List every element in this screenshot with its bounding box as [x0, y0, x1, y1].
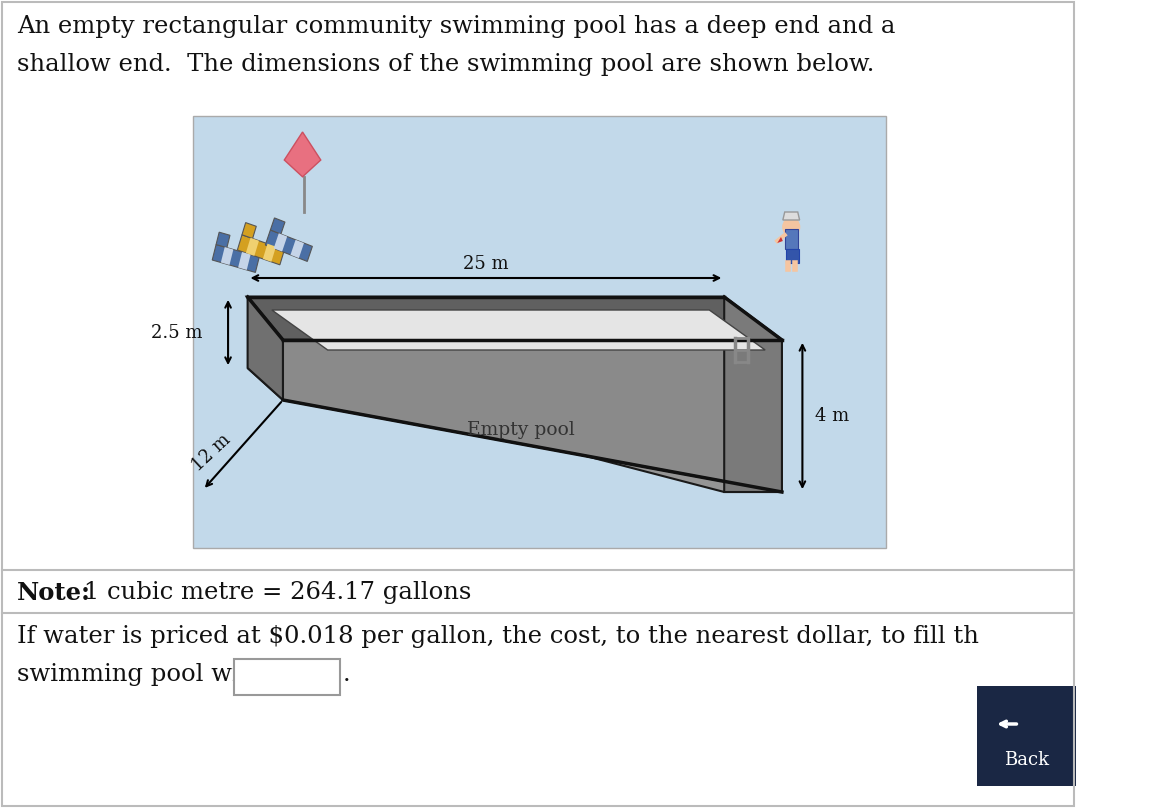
Polygon shape — [265, 230, 312, 262]
Polygon shape — [221, 247, 234, 265]
Polygon shape — [246, 238, 259, 256]
Text: 1 cubic metre = 264.17 gallons: 1 cubic metre = 264.17 gallons — [76, 581, 472, 604]
Polygon shape — [724, 297, 781, 492]
Text: 25 m: 25 m — [464, 255, 509, 273]
Text: An empty rectangular community swimming pool has a deep end and a: An empty rectangular community swimming … — [16, 15, 895, 38]
FancyBboxPatch shape — [785, 229, 798, 249]
Polygon shape — [272, 310, 765, 350]
Text: 4 m: 4 m — [815, 407, 849, 425]
Polygon shape — [247, 297, 283, 400]
FancyBboxPatch shape — [786, 249, 799, 263]
Polygon shape — [216, 232, 230, 247]
Polygon shape — [262, 244, 276, 262]
Text: If water is priced at $0.018 per gallon, the cost, to the nearest dollar, to fil: If water is priced at $0.018 per gallon,… — [16, 625, 979, 648]
Text: Empty pool: Empty pool — [467, 421, 576, 439]
Circle shape — [783, 218, 800, 236]
Text: shallow end.  The dimensions of the swimming pool are shown below.: shallow end. The dimensions of the swimm… — [16, 53, 874, 76]
Polygon shape — [247, 368, 781, 492]
Polygon shape — [274, 234, 287, 251]
Polygon shape — [283, 340, 781, 492]
Text: Back: Back — [1005, 751, 1050, 769]
Bar — [978, 686, 1076, 786]
Text: 12 m: 12 m — [188, 431, 235, 475]
Polygon shape — [271, 218, 286, 234]
Polygon shape — [783, 212, 800, 220]
Bar — [193, 116, 887, 548]
Text: .: . — [342, 663, 350, 686]
FancyBboxPatch shape — [234, 659, 340, 695]
Polygon shape — [237, 235, 284, 265]
Polygon shape — [213, 245, 259, 272]
Text: Note:: Note: — [16, 581, 91, 605]
Polygon shape — [238, 252, 251, 270]
Text: 2.5 m: 2.5 m — [151, 324, 203, 342]
Polygon shape — [290, 240, 304, 258]
Polygon shape — [777, 237, 783, 243]
Polygon shape — [242, 223, 257, 238]
Text: swimming pool will be $: swimming pool will be $ — [16, 663, 317, 686]
Polygon shape — [284, 132, 320, 177]
Polygon shape — [247, 297, 781, 340]
